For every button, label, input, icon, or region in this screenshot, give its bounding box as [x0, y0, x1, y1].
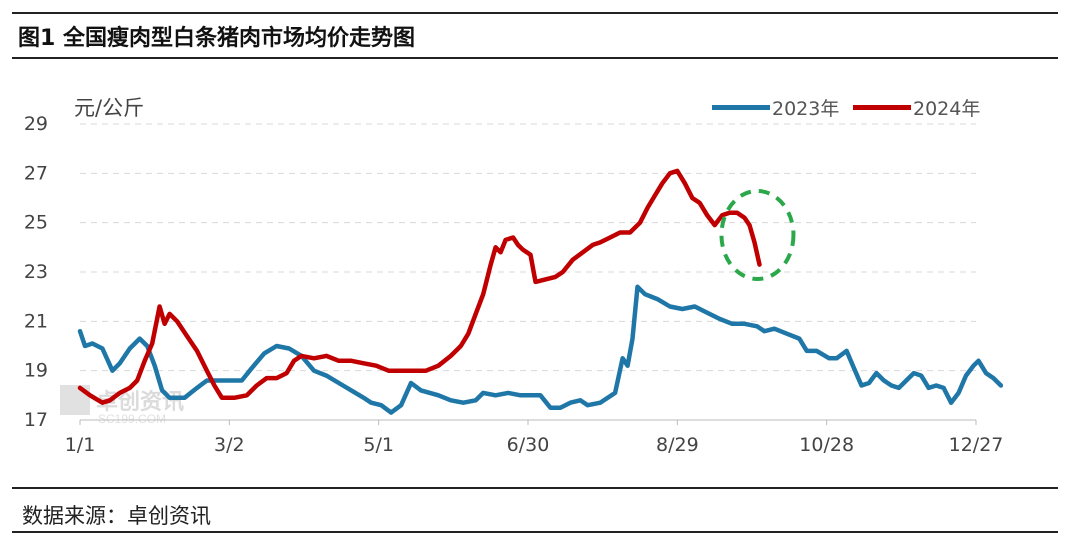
legend-label-2023: 2023年 — [772, 98, 840, 120]
legend-2023: 2023年 — [712, 94, 839, 121]
x-tick-label-2: 5/1 — [363, 434, 394, 456]
x-tick-label-5: 10/28 — [799, 434, 854, 456]
x-tick-label-4: 8/29 — [656, 434, 699, 456]
y-axis-unit: 元/公斤 — [74, 96, 145, 120]
highlight-ellipse — [719, 189, 796, 281]
x-tick-label-0: 1/1 — [65, 434, 96, 456]
watermark-url: SC199.COM — [98, 412, 167, 426]
watermark-text: 卓创资讯 — [96, 390, 185, 415]
data-source: 数据来源：卓创资讯 — [22, 504, 211, 528]
top-rule — [12, 12, 1058, 14]
y-tick-label-2: 21 — [24, 310, 48, 332]
x-tick-label-3: 6/30 — [507, 434, 550, 456]
y-tick-label-0: 17 — [24, 409, 48, 431]
legend-label-2024: 2024年 — [913, 98, 981, 120]
chart-title: 图1 全国瘦肉型白条猪肉市场均价走势图 — [18, 26, 415, 51]
series-line-2024 — [77, 168, 762, 405]
x-tick-label-1: 3/2 — [214, 434, 245, 456]
y-tick-label-6: 29 — [24, 113, 48, 135]
legend-2024: 2024年 — [853, 94, 980, 121]
legend-swatch-2024 — [853, 105, 911, 110]
x-tick-label-6: 12/27 — [949, 434, 1004, 456]
footer-rule-bottom — [12, 531, 1058, 533]
y-tick-label-4: 25 — [24, 212, 48, 234]
y-tick-label-1: 19 — [24, 360, 48, 382]
legend-swatch-2023 — [712, 105, 770, 110]
y-tick-label-3: 23 — [24, 261, 48, 283]
y-tick-label-5: 27 — [24, 162, 48, 184]
title-rule — [12, 57, 1058, 59]
series-line-2023 — [77, 284, 1004, 415]
footer-rule-top — [12, 487, 1058, 489]
